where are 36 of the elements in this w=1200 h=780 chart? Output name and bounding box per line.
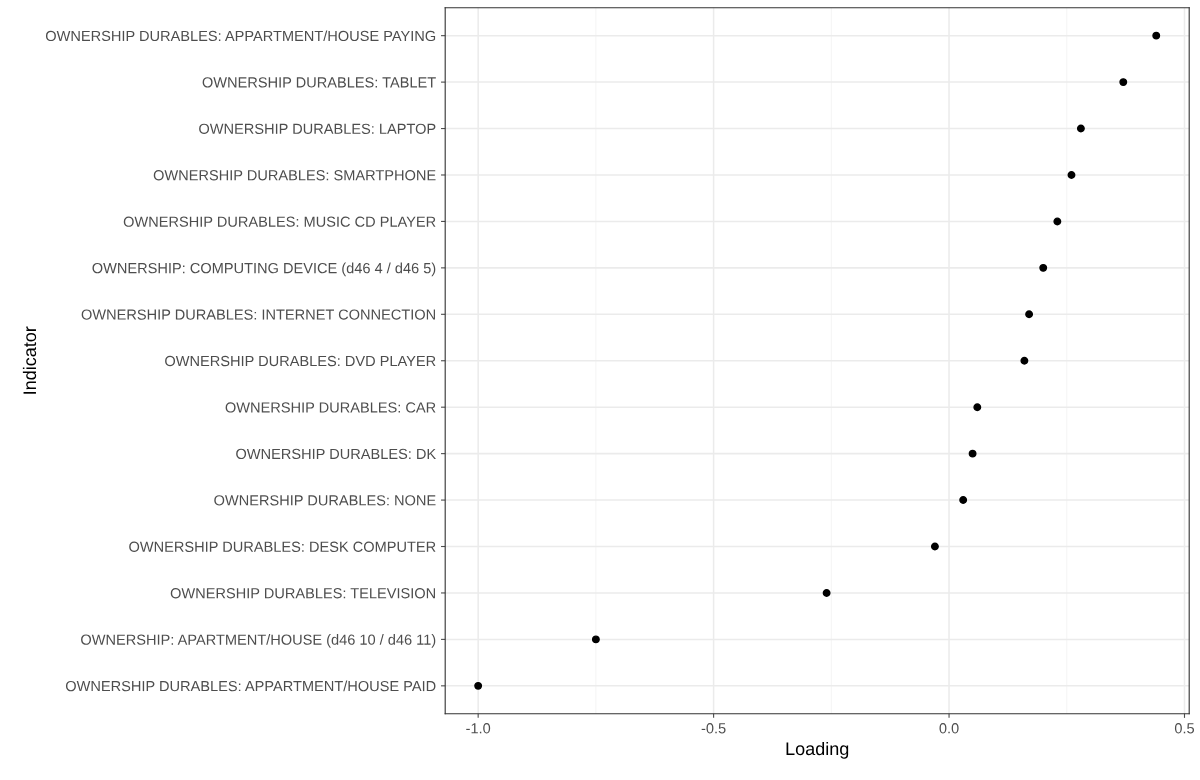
- x-tick-label: -0.5: [701, 723, 726, 734]
- y-tick-label: OWNERSHIP DURABLES: NONE: [214, 495, 436, 506]
- y-tick-label: OWNERSHIP DURABLES: DESK COMPUTER: [129, 541, 436, 552]
- x-axis-title: Loading: [786, 741, 849, 759]
- y-tick-label: OWNERSHIP: APARTMENT/HOUSE (d46 10 / d46 11): [81, 634, 436, 648]
- x-tick-label: -1.0: [466, 723, 491, 734]
- point: [973, 403, 982, 412]
- y-tick-label: OWNERSHIP DURABLES: MUSIC CD PLAYER: [123, 216, 436, 227]
- point: [591, 635, 600, 644]
- y-tick-label: OWNERSHIP DURABLES: APPARTMENT/HOUSE PAID: [65, 680, 436, 692]
- point: [1039, 263, 1048, 272]
- y-tick-label: OWNERSHIP: COMPUTING DEVICE (d46 4 / d46 5): [92, 262, 436, 277]
- x-tick-label: 0.0: [939, 723, 959, 734]
- point: [1020, 356, 1029, 365]
- y-tick-label: OWNERSHIP DURABLES: CAR: [225, 402, 436, 413]
- y-tick-label: OWNERSHIP DURABLES: INTERNET CONNECTION: [81, 309, 435, 320]
- point: [822, 589, 831, 597]
- y-tick-label: OWNERSHIP DURABLES: TELEVISION: [170, 588, 435, 599]
- y-tick-label: OWNERSHIP DURABLES: APPARTMENT/HOUSE PAYING: [45, 30, 436, 42]
- y-tick-label: OWNERSHIP DURABLES: TABLET: [202, 77, 436, 88]
- point: [1076, 124, 1085, 133]
- point: [1025, 310, 1034, 319]
- y-tick-label: OWNERSHIP DURABLES: DK: [236, 448, 436, 460]
- x-tick-label: 0.5: [1174, 723, 1195, 734]
- point: [1119, 78, 1128, 87]
- y-tick-label: OWNERSHIP DURABLES: DVD PLAYER: [165, 355, 436, 367]
- point: [1152, 31, 1161, 40]
- point: [1067, 171, 1076, 179]
- y-tick-label: OWNERSHIP DURABLES: SMARTPHONE: [153, 170, 436, 181]
- point: [930, 542, 939, 551]
- point: [959, 496, 968, 505]
- y-tick-label: OWNERSHIP DURABLES: LAPTOP: [199, 123, 436, 134]
- point: [968, 449, 977, 458]
- point: [1053, 217, 1062, 226]
- point: [474, 681, 483, 690]
- y-axis-title: Indicator: [22, 326, 37, 394]
